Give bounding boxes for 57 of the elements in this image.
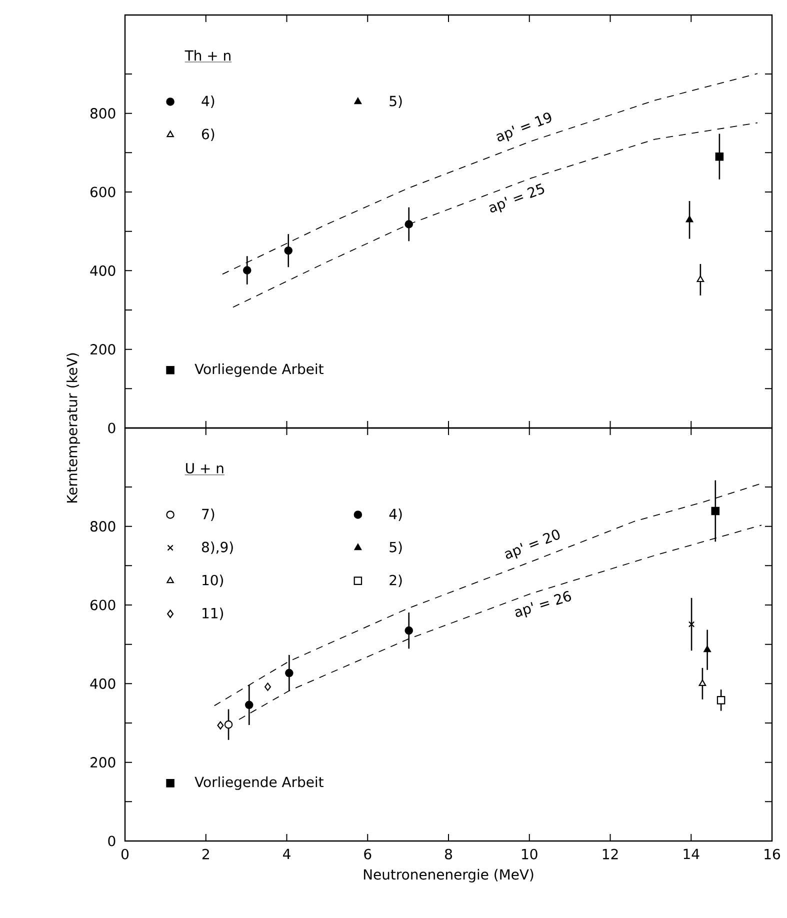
y-axis-title: Kerntemperatur (keV) (66, 353, 80, 503)
x-tick-label: 2 (202, 848, 209, 860)
text: ap' = 20 (504, 530, 560, 559)
legend-title: Th + n (184, 50, 230, 61)
y-tick-label: 0 (108, 422, 116, 434)
y-tick-label: 400 (90, 265, 116, 276)
point (285, 668, 294, 678)
legend-label: 2) (390, 574, 402, 588)
point (698, 680, 706, 686)
x-tick-label: 6 (364, 848, 372, 860)
x-tick-label: 8 (445, 848, 452, 860)
legend-title: U + n (186, 463, 224, 474)
y-tick-label: 0 (108, 836, 116, 846)
text: ap' = 25 (489, 183, 544, 212)
legend-label: 10) (202, 574, 224, 588)
legend-label: 4) (202, 96, 214, 108)
point (711, 506, 720, 516)
point (404, 626, 414, 635)
x-axis-title: Neutronenenergie (MeV) (364, 868, 534, 882)
legend-label: Vorliegende Arbeit (194, 776, 324, 790)
legend-label: 5) (390, 96, 402, 108)
y-tick-label: 600 (90, 600, 116, 610)
legend-label: 6) (202, 128, 214, 141)
legend-label: 4) (389, 508, 402, 521)
x-tick-label: 10 (522, 848, 538, 860)
point (715, 152, 724, 161)
point (696, 276, 704, 282)
legend-label: 5) (390, 542, 402, 554)
y-tick-label: 800 (90, 108, 116, 119)
legend-label: Vorliegende Arbeit (194, 363, 324, 377)
y-tick-label: 800 (90, 521, 116, 532)
legend-label: 8),9) (202, 542, 233, 554)
point (245, 700, 254, 710)
x-tick-label: 16 (764, 848, 780, 860)
y-tick-label: 200 (90, 757, 116, 768)
point (224, 720, 233, 729)
y-tick-label: 600 (90, 186, 116, 198)
point (716, 696, 726, 704)
point (704, 646, 711, 652)
point (284, 246, 293, 255)
point (217, 721, 224, 730)
y-tick-label: 200 (90, 344, 116, 355)
x-tick-label: 4 (283, 848, 290, 860)
line-series (222, 73, 758, 275)
legend-label: 7) (202, 508, 214, 521)
legend-label: 11) (202, 608, 224, 620)
point (404, 220, 414, 228)
point (688, 621, 695, 628)
point (264, 682, 271, 691)
x-tick-label: 14 (684, 848, 700, 860)
text: ap' = 19 (496, 112, 552, 142)
x-tick-label: 0 (121, 848, 129, 860)
y-tick-label: 400 (90, 678, 116, 689)
point (686, 216, 694, 222)
x-tick-label: 12 (602, 848, 618, 860)
text: ap' = 26 (514, 590, 572, 618)
point (242, 266, 252, 274)
